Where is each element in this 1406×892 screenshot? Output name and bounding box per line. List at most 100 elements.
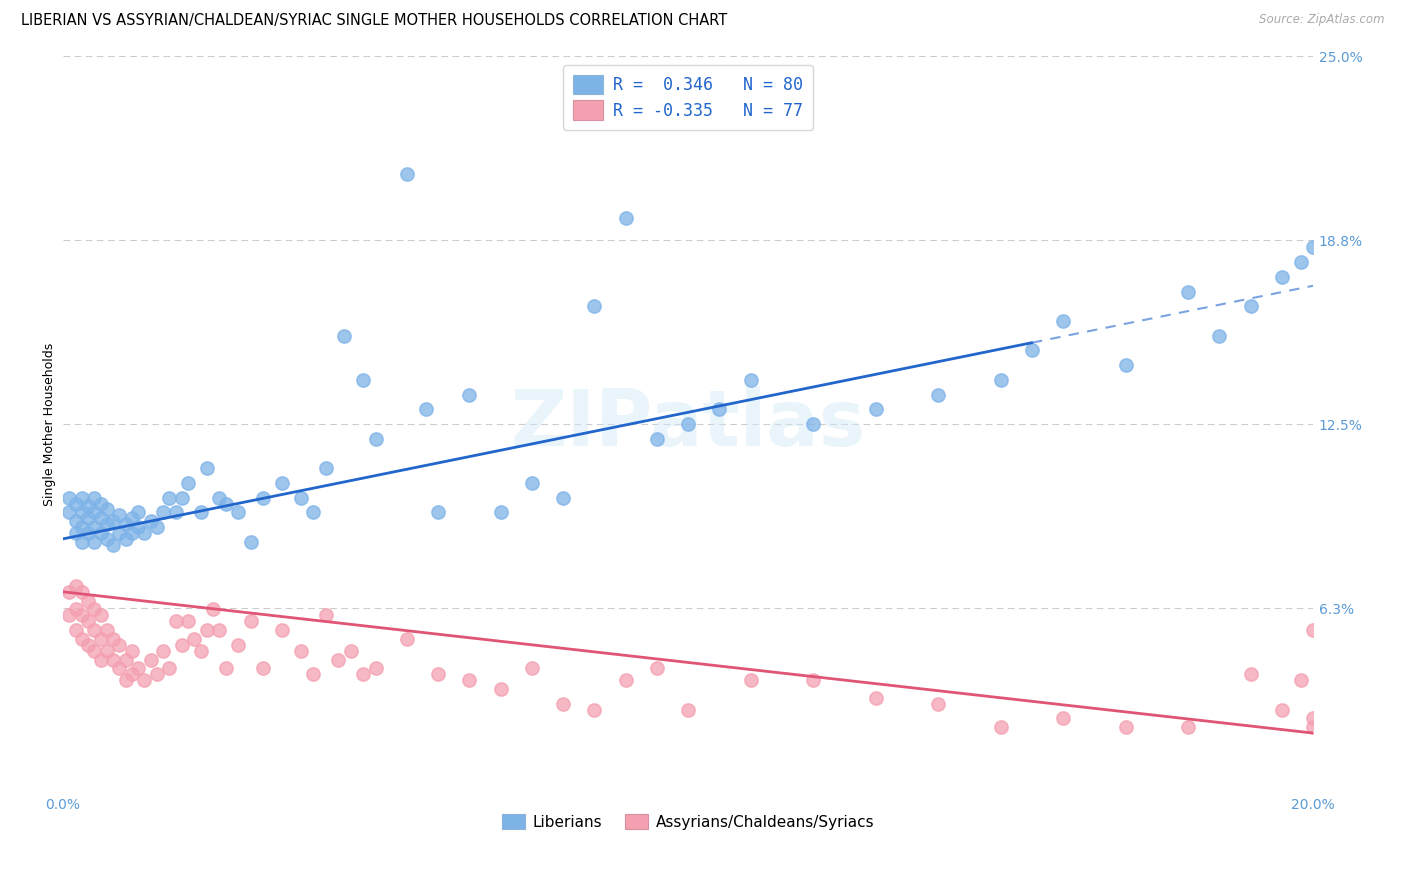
Point	[489, 681, 512, 696]
Point	[96, 502, 118, 516]
Point	[83, 602, 105, 616]
Point	[364, 661, 387, 675]
Point	[90, 608, 112, 623]
Point	[1208, 328, 1230, 343]
Point	[326, 652, 349, 666]
Point	[676, 417, 699, 431]
Point	[333, 328, 356, 343]
Point	[252, 491, 274, 505]
Point	[1240, 667, 1263, 681]
Y-axis label: Single Mother Households: Single Mother Households	[44, 343, 56, 506]
Point	[214, 497, 236, 511]
Point	[927, 697, 949, 711]
Point	[70, 534, 93, 549]
Point	[90, 511, 112, 525]
Point	[270, 475, 292, 490]
Point	[1115, 358, 1137, 372]
Point	[302, 505, 325, 519]
Point	[96, 623, 118, 637]
Point	[290, 491, 312, 505]
Point	[101, 652, 124, 666]
Point	[709, 402, 731, 417]
Point	[77, 614, 100, 628]
Point	[183, 632, 205, 646]
Point	[90, 497, 112, 511]
Point	[146, 520, 169, 534]
Point	[157, 491, 180, 505]
Point	[77, 511, 100, 525]
Point	[101, 538, 124, 552]
Point	[195, 461, 218, 475]
Point	[65, 497, 87, 511]
Point	[77, 593, 100, 607]
Legend: Liberians, Assyrians/Chaldeans/Syriacs: Liberians, Assyrians/Chaldeans/Syriacs	[496, 807, 880, 836]
Point	[146, 667, 169, 681]
Point	[1271, 702, 1294, 716]
Point	[239, 614, 262, 628]
Point	[645, 661, 668, 675]
Point	[77, 638, 100, 652]
Point	[553, 491, 575, 505]
Point	[195, 623, 218, 637]
Point	[1240, 299, 1263, 313]
Point	[676, 702, 699, 716]
Point	[208, 623, 231, 637]
Point	[214, 661, 236, 675]
Point	[177, 475, 200, 490]
Point	[177, 614, 200, 628]
Point	[1302, 623, 1324, 637]
Point	[170, 491, 193, 505]
Point	[1021, 343, 1043, 358]
Point	[77, 500, 100, 514]
Point	[152, 505, 174, 519]
Point	[801, 417, 824, 431]
Point	[190, 505, 212, 519]
Point	[520, 475, 543, 490]
Point	[339, 643, 361, 657]
Point	[927, 387, 949, 401]
Point	[58, 608, 80, 623]
Point	[101, 632, 124, 646]
Point	[364, 432, 387, 446]
Point	[127, 505, 149, 519]
Point	[583, 299, 606, 313]
Point	[114, 532, 136, 546]
Point	[865, 402, 887, 417]
Point	[315, 608, 337, 623]
Point	[65, 579, 87, 593]
Point	[134, 673, 156, 687]
Point	[427, 505, 450, 519]
Point	[583, 702, 606, 716]
Point	[96, 517, 118, 532]
Point	[553, 697, 575, 711]
Point	[77, 525, 100, 540]
Point	[114, 517, 136, 532]
Point	[226, 638, 249, 652]
Point	[290, 643, 312, 657]
Point	[70, 505, 93, 519]
Point	[83, 520, 105, 534]
Text: ZIPatlas: ZIPatlas	[510, 386, 866, 462]
Point	[489, 505, 512, 519]
Point	[302, 667, 325, 681]
Point	[108, 638, 131, 652]
Point	[1177, 285, 1199, 299]
Point	[252, 661, 274, 675]
Point	[65, 602, 87, 616]
Point	[121, 525, 143, 540]
Point	[101, 514, 124, 528]
Text: Source: ZipAtlas.com: Source: ZipAtlas.com	[1260, 13, 1385, 27]
Point	[458, 673, 481, 687]
Point	[740, 373, 762, 387]
Point	[614, 673, 637, 687]
Point	[239, 534, 262, 549]
Point	[157, 661, 180, 675]
Point	[127, 520, 149, 534]
Point	[1302, 711, 1324, 725]
Point	[1271, 269, 1294, 284]
Point	[114, 652, 136, 666]
Point	[1052, 314, 1074, 328]
Point	[1052, 711, 1074, 725]
Point	[352, 667, 374, 681]
Point	[90, 652, 112, 666]
